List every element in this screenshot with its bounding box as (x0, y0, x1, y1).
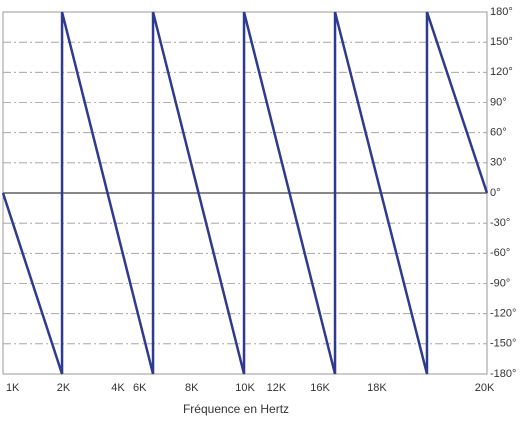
y-tick-label: -150° (490, 338, 516, 350)
y-tick-label: 150° (490, 36, 513, 48)
x-tick-label: 16K (310, 382, 330, 394)
x-tick-label: 10K (235, 382, 255, 394)
x-tick-label: 2K (57, 382, 71, 394)
y-tick-label: -60° (490, 247, 510, 259)
phase-line (1, 11, 489, 375)
y-tick-label: 180° (490, 6, 513, 18)
x-tick-label: 1K (6, 382, 20, 394)
y-tick-label: -30° (490, 217, 510, 229)
x-tick-label: 4K (111, 382, 125, 394)
x-tick-label: 12K (267, 382, 287, 394)
y-tick-label: 120° (490, 66, 513, 78)
x-tick-label: 6K (133, 382, 147, 394)
y-tick-label: -90° (490, 277, 510, 289)
y-tick-label: -180° (490, 368, 516, 380)
x-tick-label: 20K (475, 382, 495, 394)
x-tick-label: 18K (367, 382, 387, 394)
x-axis-label: Fréquence en Hertz (183, 402, 289, 416)
y-tick-label: 30° (490, 157, 507, 169)
y-tick-label: 60° (490, 127, 507, 139)
y-tick-label: 90° (490, 96, 507, 108)
y-tick-label: 0° (490, 187, 501, 199)
y-tick-label: -120° (490, 308, 516, 320)
x-tick-label: 8K (185, 382, 199, 394)
